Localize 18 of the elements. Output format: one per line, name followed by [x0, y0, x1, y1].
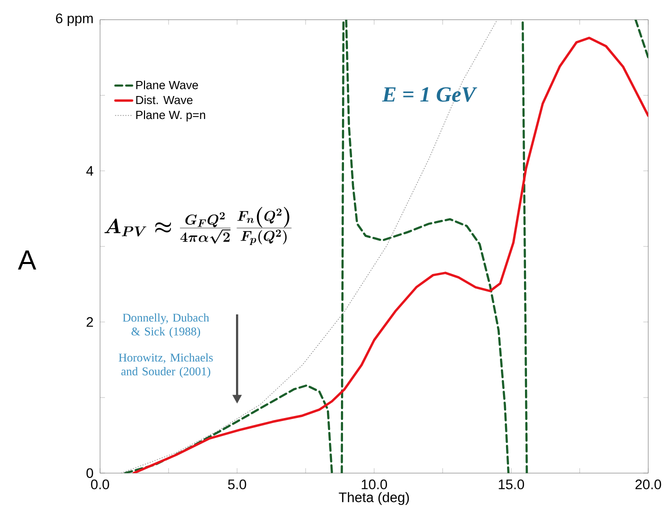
- x-tick-label: 20.0: [636, 479, 662, 490]
- y-tick-label: 2: [86, 316, 93, 327]
- legend-label: Plane W. p=n: [136, 110, 206, 122]
- y-tick-label: 4: [86, 166, 94, 176]
- x-tick-label: 5.0: [228, 479, 246, 490]
- legend-label: Dist. Wave: [136, 95, 193, 104]
- y-tick-label: 6 ppm: [56, 13, 93, 26]
- annotation: $A_{PV} \approx \frac{G_F Q^2}{4\pi\alpha\sqrt{2}}\,\frac{F_n\left(Q^2\right)}{F_p\left(Q^2\right)}$: [104, 206, 292, 245]
- legend-label: Plane Wave: [136, 80, 198, 89]
- annotation: Horowitz, Michaels and Souder (2001): [118, 353, 213, 378]
- y-tick-label: 0: [86, 468, 94, 478]
- annotation: Donnelly, Dubach & Sick (1988): [122, 313, 210, 338]
- x-tick-label: 0.0: [91, 479, 110, 490]
- x-tick-label: 10.0: [362, 479, 388, 490]
- y-axis-title: A: [18, 250, 36, 270]
- x-tick-label: 15.0: [498, 479, 524, 490]
- x-axis-title: Theta (deg): [338, 492, 409, 505]
- annotation: E = 1 GeV: [382, 87, 478, 102]
